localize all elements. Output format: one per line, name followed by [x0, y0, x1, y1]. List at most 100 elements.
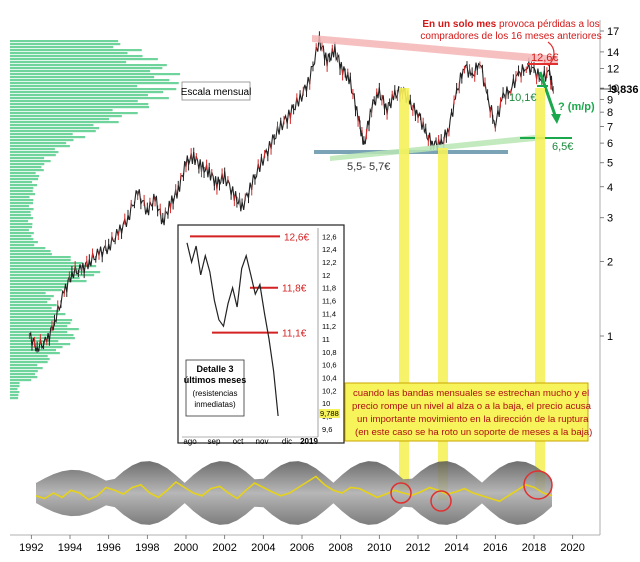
volume-bar — [10, 232, 34, 235]
volume-bar — [10, 346, 63, 349]
volume-bar — [10, 139, 74, 142]
volume-bar — [10, 199, 34, 202]
volume-bar — [10, 136, 86, 139]
volume-bar — [10, 79, 170, 82]
volume-bar — [10, 316, 55, 319]
volume-bar — [10, 184, 38, 187]
inset-x-label: oct — [233, 437, 244, 446]
x-tick-label: 2012 — [406, 542, 430, 554]
volume-bar — [10, 43, 121, 46]
x-tick-label: 2010 — [367, 542, 391, 554]
volume-bar — [10, 247, 46, 250]
volume-bar — [10, 64, 167, 67]
volume-bar — [10, 187, 34, 190]
volume-bar — [10, 82, 179, 85]
volume-bar — [10, 385, 20, 388]
y-tick-label: 3 — [607, 213, 613, 225]
volume-bar — [10, 373, 35, 376]
volume-bar — [10, 61, 127, 64]
volume-bar — [10, 223, 33, 226]
x-tick-label: 1992 — [19, 542, 43, 554]
inset-last-value: 9,788 — [320, 409, 339, 418]
y-tick-label: 9 — [607, 94, 613, 106]
bandwidth-oscillator — [35, 461, 553, 525]
volume-bar — [10, 367, 43, 370]
volume-bar — [10, 127, 100, 130]
inset-levels: 12,6€ 11,8€ 11,1€ — [190, 232, 309, 340]
volume-bar — [10, 49, 142, 52]
volume-bar — [10, 328, 79, 331]
x-tick-label: 2004 — [251, 542, 275, 554]
x-axis-ticks: 1992 1994 1996 1998 2000 2002 2004 2006 2008 2010… — [19, 535, 585, 554]
inset-y-label: 11,4 — [322, 309, 336, 318]
note-box — [344, 382, 589, 442]
y-tick-label: 6 — [607, 138, 613, 150]
volume-bar — [10, 205, 29, 208]
inset-subtitle-2: inmediatas) — [194, 400, 236, 409]
volume-bar — [10, 148, 55, 151]
projection-arrow — [538, 71, 558, 119]
volume-bar — [10, 196, 30, 199]
volume-bar — [10, 301, 48, 304]
y-tick-label: 14 — [607, 47, 619, 59]
inset-y-label: 12,6 — [322, 232, 337, 241]
volume-bar — [10, 382, 20, 385]
volume-bar — [10, 229, 29, 232]
resistance-band — [312, 35, 558, 64]
volume-bar — [10, 142, 67, 145]
note-line-3: un importante movimiento en la dirección… — [357, 414, 589, 425]
headline-rest-1: provoca pérdidas a los — [499, 19, 600, 30]
last-price-label: 9,836 — [611, 84, 639, 96]
volume-bar — [10, 217, 34, 220]
volume-bar — [10, 238, 34, 241]
x-tick-label: 2018 — [522, 542, 546, 554]
target-question-label: ? (m/p) — [558, 101, 595, 113]
volume-bar — [10, 115, 122, 118]
volume-bar — [10, 121, 119, 124]
volume-bar — [10, 286, 65, 289]
inset-x-label: ago — [183, 437, 197, 446]
x-tick-label: 2014 — [444, 542, 468, 554]
inset-y-label: 9,6 — [322, 425, 332, 434]
x-tick-label: 1998 — [135, 542, 159, 554]
inset-subtitle-1: (resistencias — [193, 389, 238, 398]
volume-bar — [10, 226, 33, 229]
volume-bar — [10, 313, 66, 316]
volume-bar — [10, 109, 113, 112]
inset-y-ticks: 12,6 12,4 12,2 12 11,8 11,6 11,4 11,2 11 10,8 10,6… — [322, 232, 337, 433]
x-tick-label: 2008 — [328, 542, 352, 554]
volume-bar — [10, 97, 169, 100]
volume-bar — [10, 298, 51, 301]
highlight-bar-2013 — [438, 148, 448, 500]
volume-bar — [10, 262, 83, 265]
inset-x-label: nov — [256, 437, 269, 446]
highlight-bar-2018 — [535, 88, 545, 490]
inset-line — [186, 242, 279, 417]
y-tick-label: 4 — [607, 182, 613, 194]
volume-bar — [10, 118, 110, 121]
volume-bar — [10, 100, 138, 103]
volume-bar — [10, 265, 97, 268]
volume-profile — [10, 40, 181, 400]
x-tick-label: 1996 — [96, 542, 120, 554]
headline-pointer — [547, 41, 555, 67]
inset-y-label: 10,2 — [322, 386, 337, 395]
volume-bar — [10, 397, 19, 400]
volume-bar — [10, 73, 181, 76]
volume-bar — [10, 169, 44, 172]
inset-y-label: 11,2 — [322, 322, 336, 331]
volume-bar — [10, 280, 87, 283]
volume-bar — [10, 190, 33, 193]
volume-bar — [10, 70, 151, 73]
inset-y-label: 11,8 — [322, 284, 336, 293]
volume-bar — [10, 211, 31, 214]
volume-bar — [10, 181, 33, 184]
x-tick-label: 2002 — [212, 542, 236, 554]
volume-bar — [10, 178, 39, 181]
volume-bar — [10, 202, 33, 205]
y-tick-label: 12 — [607, 63, 619, 75]
price-series — [28, 31, 554, 353]
inset-y-label: 10 — [322, 399, 330, 408]
note-text: cuando las bandas mensuales se estrechan… — [352, 388, 594, 438]
